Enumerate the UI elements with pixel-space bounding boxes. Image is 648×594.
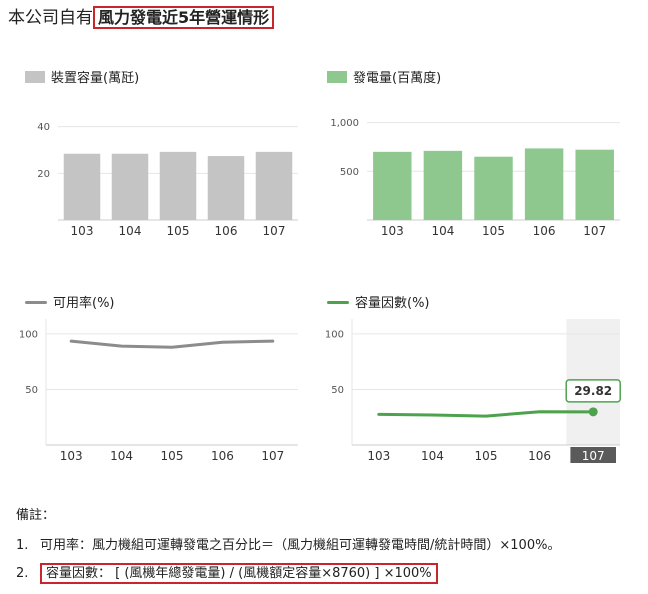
note-number: 1. bbox=[16, 538, 29, 553]
y-tick-label: 40 bbox=[37, 122, 50, 133]
x-tick-label: 106 bbox=[215, 224, 238, 238]
x-tick-label: 107 bbox=[263, 224, 286, 238]
bar bbox=[207, 156, 245, 220]
x-tick-label: 105 bbox=[167, 224, 190, 238]
tooltip-value: 29.82 bbox=[574, 384, 612, 398]
bar bbox=[423, 150, 463, 220]
x-tick-label: 104 bbox=[421, 449, 444, 463]
x-tick-label: 104 bbox=[431, 224, 454, 238]
bar bbox=[474, 156, 513, 220]
y-tick-label: 50 bbox=[25, 385, 38, 396]
note-item-2: 2. 容量因數： [ (風機年總發電量) / (風機額定容量×8760) ] ×… bbox=[16, 563, 644, 584]
legend-label: 裝置容量(萬瓩) bbox=[51, 70, 139, 86]
note-item-1: 1. 可用率：風力機組可運轉發電之百分比＝（風力機組可運轉發電時間/統計時間）×… bbox=[16, 536, 644, 556]
legend-swatch bbox=[327, 71, 347, 83]
notes-section: 備註： 1. 可用率：風力機組可運轉發電之百分比＝（風力機組可運轉發電時間/統計… bbox=[16, 506, 644, 592]
y-tick-label: 50 bbox=[331, 385, 344, 396]
x-tick-label: 105 bbox=[475, 449, 498, 463]
availability-chart: 可用率(%) 50 100 103 104 105 106 107 bbox=[19, 287, 310, 472]
availability-svg: 可用率(%) 50 100 103 104 105 106 107 bbox=[19, 295, 298, 463]
y-tick-label: 1,000 bbox=[330, 118, 359, 129]
x-tick-label: 104 bbox=[119, 224, 142, 238]
legend-label: 發電量(百萬度) bbox=[353, 70, 441, 86]
installed-capacity-chart: 裝置容量(萬瓩) 20 40 103 104 105 106 107 bbox=[20, 62, 310, 247]
generation-chart: 發電量(百萬度) 500 1,000 103 104 105 106 107 bbox=[322, 62, 622, 247]
x-tick-label: 103 bbox=[60, 449, 83, 463]
capacity-factor-chart: 容量因數(%) 50 100 29.82 103 104 105 106 107 bbox=[322, 287, 622, 472]
title-highlight: 風力發電近5年營運情形 bbox=[93, 6, 275, 29]
y-tick-label: 500 bbox=[340, 167, 359, 178]
y-tick-label: 100 bbox=[19, 329, 38, 340]
notes-heading: 備註： bbox=[16, 508, 56, 523]
category-highlight bbox=[570, 447, 616, 463]
x-tick-label: 106 bbox=[211, 449, 234, 463]
bar bbox=[373, 151, 412, 220]
x-tick-label: 105 bbox=[482, 224, 505, 238]
x-tick-label: 107 bbox=[261, 449, 284, 463]
note-number: 2. bbox=[16, 566, 29, 581]
x-tick-label: 104 bbox=[110, 449, 133, 463]
bar bbox=[524, 148, 564, 220]
x-tick-label: 103 bbox=[367, 449, 390, 463]
legend-label: 容量因數(%) bbox=[355, 295, 430, 311]
x-tick-label: 103 bbox=[71, 224, 94, 238]
bar bbox=[575, 149, 614, 220]
note-text-highlight: 容量因數： [ (風機年總發電量) / (風機額定容量×8760) ] ×100… bbox=[40, 563, 438, 584]
x-tick-label: 106 bbox=[533, 224, 556, 238]
note-text: 可用率：風力機組可運轉發電之百分比＝（風力機組可運轉發電時間/統計時間）×100… bbox=[40, 538, 561, 553]
x-tick-label: 105 bbox=[161, 449, 184, 463]
legend-swatch bbox=[327, 301, 349, 304]
x-tick-label: 107 bbox=[582, 449, 605, 463]
data-point bbox=[588, 407, 598, 417]
tooltip-box bbox=[565, 379, 621, 403]
y-tick-label: 20 bbox=[37, 169, 50, 180]
legend-swatch bbox=[25, 71, 45, 83]
bar bbox=[255, 151, 293, 220]
title-prefix: 本公司自有 bbox=[8, 8, 93, 28]
series-line bbox=[377, 410, 595, 418]
bar bbox=[159, 151, 197, 220]
bar bbox=[111, 153, 149, 220]
capacity-factor-svg: 容量因數(%) 50 100 29.82 103 104 105 106 107 bbox=[325, 295, 621, 463]
x-tick-label: 107 bbox=[583, 224, 606, 238]
x-tick-label: 103 bbox=[381, 224, 404, 238]
page-title: 本公司自有 風力發電近5年營運情形 bbox=[8, 4, 275, 32]
x-tick-label: 106 bbox=[528, 449, 551, 463]
bar bbox=[63, 153, 101, 220]
series-line bbox=[69, 339, 275, 349]
generation-svg: 發電量(百萬度) 500 1,000 103 104 105 106 107 bbox=[327, 70, 620, 238]
legend-swatch bbox=[25, 301, 47, 304]
y-tick-label: 100 bbox=[325, 329, 344, 340]
legend-label: 可用率(%) bbox=[53, 295, 115, 311]
installed-capacity-svg: 裝置容量(萬瓩) 20 40 103 104 105 106 107 bbox=[25, 70, 298, 238]
